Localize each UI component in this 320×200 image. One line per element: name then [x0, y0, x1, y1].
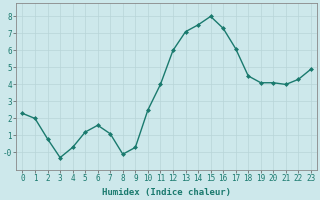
X-axis label: Humidex (Indice chaleur): Humidex (Indice chaleur)	[102, 188, 231, 197]
